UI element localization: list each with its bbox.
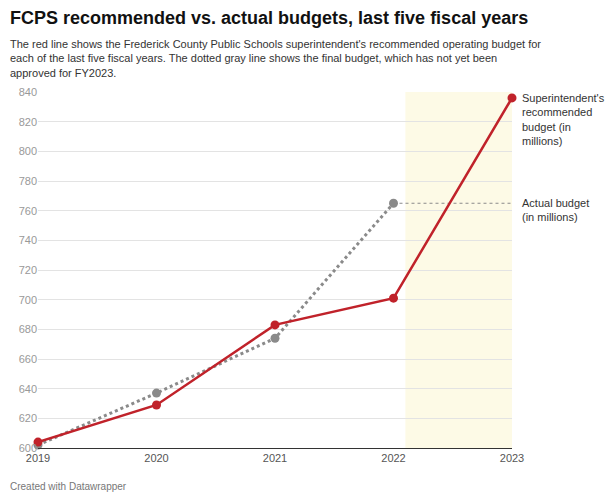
svg-text:2022: 2022: [381, 452, 405, 464]
svg-text:780: 780: [19, 175, 37, 187]
svg-text:800: 800: [19, 145, 37, 157]
svg-text:Actual budget(in millions): Actual budget(in millions): [522, 197, 589, 223]
svg-text:640: 640: [19, 383, 37, 395]
svg-text:2019: 2019: [26, 452, 50, 464]
svg-text:680: 680: [19, 323, 37, 335]
svg-text:600: 600: [19, 442, 37, 454]
svg-text:660: 660: [19, 353, 37, 365]
svg-text:Created with Datawrapper: Created with Datawrapper: [10, 481, 127, 492]
svg-text:740: 740: [19, 234, 37, 246]
svg-text:2020: 2020: [144, 452, 168, 464]
svg-text:2023: 2023: [500, 452, 524, 464]
svg-text:760: 760: [19, 205, 37, 217]
svg-text:840: 840: [19, 86, 37, 98]
svg-text:720: 720: [19, 264, 37, 276]
svg-text:The red line shows the Frederi: The red line shows the Frederick County …: [10, 38, 541, 79]
svg-text:Superintendent'srecommendedbud: Superintendent'srecommendedbudget (inmil…: [522, 92, 605, 147]
svg-text:2021: 2021: [263, 452, 287, 464]
svg-text:FCPS recommended vs. actual bu: FCPS recommended vs. actual budgets, las…: [10, 8, 528, 28]
svg-text:700: 700: [19, 294, 37, 306]
svg-text:820: 820: [19, 116, 37, 128]
svg-text:620: 620: [19, 412, 37, 424]
